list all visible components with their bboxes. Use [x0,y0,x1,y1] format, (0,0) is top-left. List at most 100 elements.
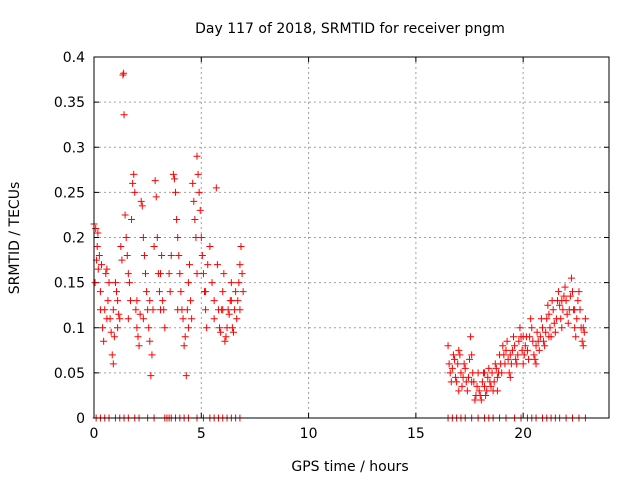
data-point [206,243,214,251]
data-point [152,193,160,201]
data-point [104,297,112,305]
data-point [222,333,230,341]
data-point [166,288,174,296]
data-point [505,369,513,377]
data-point [501,360,509,368]
data-point [460,360,468,368]
data-point [558,324,566,332]
data-point [181,333,189,341]
data-point [109,360,117,368]
data-point [481,369,489,377]
data-point [92,224,100,232]
data-point [557,315,565,323]
data-point [146,337,154,345]
data-point [187,297,195,305]
data-point [199,270,207,278]
data-point [143,288,151,296]
data-point [140,252,148,260]
data-point [456,351,464,359]
data-point [503,337,511,345]
data-point [91,279,99,287]
data-point [475,387,483,395]
data-point [238,270,246,278]
data-point [96,306,104,314]
data-point [530,351,538,359]
data-point [125,279,133,287]
data-point [488,369,496,377]
data-point [510,333,518,341]
data-point [473,382,481,390]
data-point [93,243,101,251]
data-point [165,270,173,278]
data-point [103,315,111,323]
data-point [176,270,184,278]
data-point [161,324,169,332]
data-point [544,301,552,309]
data-point [453,378,461,386]
data-point [111,279,119,287]
data-point [561,283,569,291]
data-point [452,373,460,381]
data-point [182,372,190,380]
y-tick-label: 0.1 [63,321,85,337]
data-point [492,364,500,372]
data-point [150,243,158,251]
data-point [506,373,514,381]
data-point [131,188,139,196]
data-point [198,252,206,260]
y-tick-label: 0.35 [54,95,85,111]
data-point [227,279,235,287]
data-point [145,324,153,332]
data-point [217,328,225,336]
data-point [543,315,551,323]
data-point [167,252,175,260]
data-point [445,360,453,368]
data-point [107,328,115,336]
data-point [493,373,501,381]
data-point [124,270,132,278]
data-point [229,328,237,336]
data-point [500,351,508,359]
data-point [467,333,475,341]
data-point [574,297,582,305]
data-point [202,288,210,296]
data-point [98,261,106,269]
y-tick-label: 0.4 [63,50,85,66]
data-point [519,333,527,341]
data-point [139,234,147,241]
data-point [118,256,126,264]
data-point [94,229,102,237]
data-point [225,310,233,318]
data-point [96,288,104,296]
data-point [109,306,117,314]
data-point [108,351,116,359]
data-point [177,288,185,296]
data-point [519,360,527,368]
data-point [533,328,541,336]
data-point [180,342,188,350]
data-point [146,297,154,305]
data-point [484,373,492,381]
data-point [528,324,536,332]
data-point [559,306,567,314]
data-point [451,355,458,363]
data-point [526,333,534,341]
data-point [227,297,235,305]
data-point [221,337,229,345]
data-point [556,301,564,309]
data-point [571,306,579,314]
data-point [193,152,201,160]
data-point [170,175,178,183]
data-point [128,215,136,223]
x-axis-label: GPS time / hours [291,459,408,475]
data-point [546,324,554,332]
data-point [463,387,471,395]
data-point [212,184,220,192]
data-point [119,71,127,79]
data-point [129,179,137,187]
data-point [142,270,149,278]
chart-title: Day 117 of 2018, SRMTID for receiver png… [195,21,505,37]
data-point [567,274,575,282]
data-point [444,342,452,350]
data-point [573,315,581,323]
